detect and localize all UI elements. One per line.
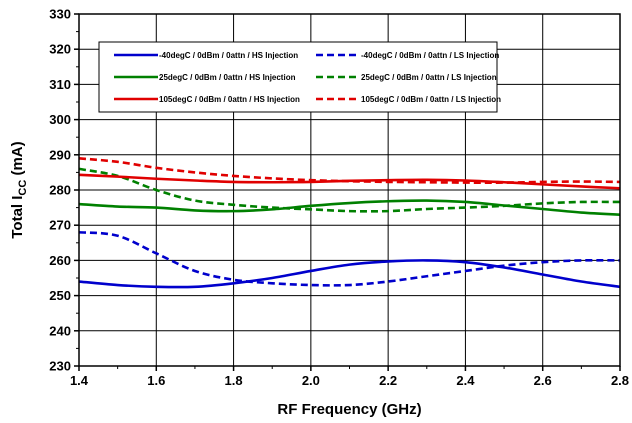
- y-tick-label: 330: [49, 7, 71, 22]
- series-lines: [78, 157, 621, 289]
- y-tick-label: 250: [49, 288, 71, 303]
- x-tick-label: 2.4: [456, 373, 475, 388]
- series-line-4: [78, 173, 621, 190]
- series-line-5: [78, 157, 621, 184]
- series-line-3: [78, 167, 621, 213]
- x-tick-label: 2.0: [302, 373, 320, 388]
- y-tick-label: 300: [49, 112, 71, 127]
- y-tick-label: 290: [49, 147, 71, 162]
- legend-label: -40degC / 0dBm / 0attn / HS Injection: [159, 51, 298, 60]
- x-tick-label: 2.6: [534, 373, 552, 388]
- y-axis-title-suffix: (mA): [9, 141, 26, 179]
- x-tick-label: 2.8: [611, 373, 629, 388]
- x-tick-label: 1.8: [225, 373, 243, 388]
- legend: -40degC / 0dBm / 0attn / HS Injection -40…: [98, 41, 501, 113]
- y-tick-label: 260: [49, 253, 71, 268]
- y-axis-title-subscript: CC: [17, 180, 29, 196]
- y-tick-label: 270: [49, 218, 71, 233]
- legend-label: -40degC / 0dBm / 0attn / LS Injection: [361, 51, 499, 60]
- plot-border: [78, 13, 621, 367]
- x-tick-labels: 1.4 1.6 1.8 2.0 2.2 2.4 2.6 2.8: [70, 373, 629, 388]
- x-tick-label: 2.2: [379, 373, 397, 388]
- series-line-0: [78, 259, 621, 289]
- y-axis-title: Total ICC (mA): [9, 141, 29, 238]
- legend-label: 105degC / 0dBm / 0attn / LS Injection: [361, 95, 501, 104]
- y-axis-title-prefix: Total I: [9, 196, 26, 239]
- legend-label: 25degC / 0dBm / 0attn / HS Injection: [159, 73, 296, 82]
- x-axis-title: RF Frequency (GHz): [277, 401, 421, 418]
- y-tick-label: 280: [49, 183, 71, 198]
- legend-label: 25degC / 0dBm / 0attn / LS Injection: [361, 73, 497, 82]
- series-line-1: [78, 230, 621, 287]
- x-tick-label: 1.6: [147, 373, 165, 388]
- series-line-2: [78, 199, 621, 216]
- y-tick-label: 230: [49, 359, 71, 374]
- y-tick-label: 240: [49, 323, 71, 338]
- y-tick-labels: 230 240 250 260 270 280 290 300 310 320 330: [49, 7, 71, 374]
- y-tick-label: 310: [49, 77, 71, 92]
- y-tick-label: 320: [49, 42, 71, 57]
- legend-box: [98, 41, 498, 113]
- x-tick-label: 1.4: [70, 373, 89, 388]
- legend-label: 105degC / 0dBm / 0attn / HS Injection: [159, 95, 300, 104]
